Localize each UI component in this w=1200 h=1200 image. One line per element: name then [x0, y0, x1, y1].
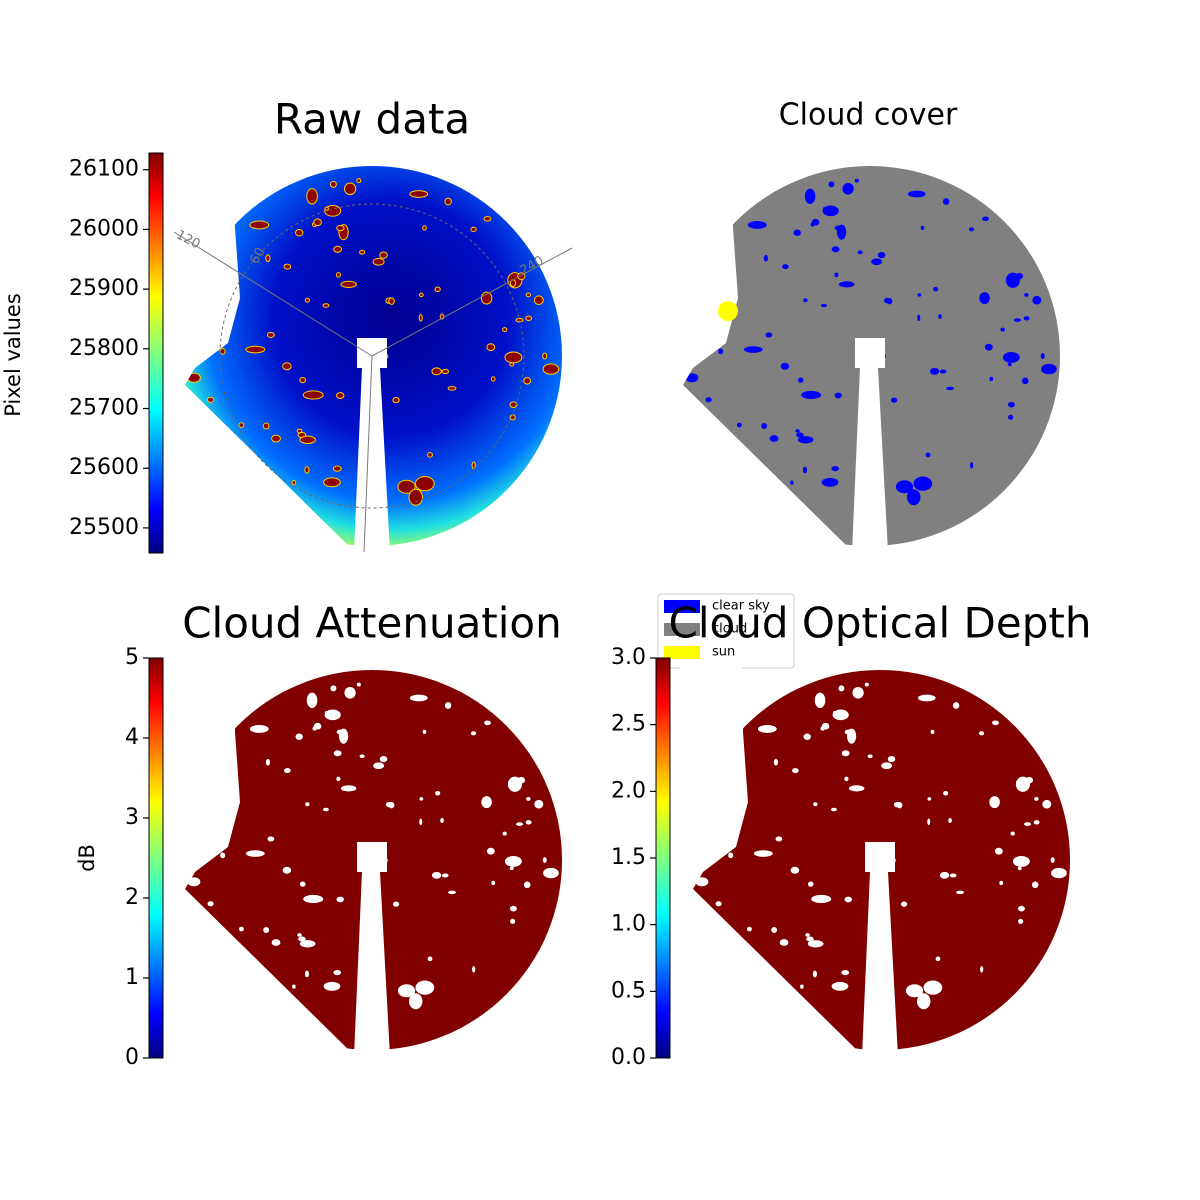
colorbar-tick-label: 25900 — [69, 276, 139, 301]
colorbar-tick-label: 0 — [125, 1045, 139, 1070]
colorbar-tick-label: 2 — [125, 885, 139, 910]
sky-image — [670, 156, 1070, 556]
colorbar-label: Pixel values — [1, 293, 25, 417]
legend-swatch — [664, 646, 700, 659]
colorbar-tick-label: 2.0 — [611, 778, 646, 803]
colorbar-tick-label: 25700 — [69, 396, 139, 421]
colorbar-tick-label: 0.5 — [611, 978, 646, 1003]
colorbar-tick-label: 25800 — [69, 336, 139, 361]
colorbar — [148, 657, 164, 1059]
legend-swatch — [664, 600, 700, 613]
colorbar-tick-label: 1 — [125, 965, 139, 990]
panel-title: Cloud Optical Depth — [669, 599, 1092, 648]
legend: clear sky cloud sun — [657, 593, 795, 669]
colorbar-tick-label: 26000 — [69, 216, 139, 241]
angle-label: 60 — [247, 245, 268, 267]
polar-grid — [363, 355, 373, 553]
colorbar-tick-label: 3 — [125, 805, 139, 830]
panel-title: Cloud Attenuation — [182, 599, 562, 648]
polar-grid — [173, 231, 373, 357]
panel-title: Cloud cover — [779, 98, 958, 133]
colorbar-tick-label: 1.5 — [611, 845, 646, 870]
colorbar-tick-label: 1.0 — [611, 912, 646, 937]
colorbar-tick-label: 3.0 — [611, 645, 646, 670]
colorbar-tick-label: 4 — [125, 725, 139, 750]
polar-grid — [371, 247, 573, 357]
colorbar-tick-label: 26100 — [69, 157, 139, 182]
colorbar-tick-label: 2.5 — [611, 712, 646, 737]
colorbar — [655, 657, 671, 1059]
sky-image — [680, 660, 1080, 1060]
colorbar-tick-label: 0.0 — [611, 1045, 646, 1070]
colorbar-tick-label: 25600 — [69, 455, 139, 480]
colorbar — [148, 152, 164, 554]
legend-label: clear sky — [712, 599, 770, 614]
polar-grid — [219, 203, 525, 509]
colorbar-label: dB — [75, 844, 99, 872]
colorbar-tick-label: 25500 — [69, 515, 139, 540]
panel-title: Raw data — [274, 95, 470, 144]
sky-image — [172, 660, 572, 1060]
legend-label: sun — [712, 645, 735, 660]
legend-swatch — [664, 623, 700, 636]
sun-marker — [718, 301, 738, 321]
legend-label: cloud — [712, 622, 747, 637]
colorbar-tick-label: 5 — [125, 645, 139, 670]
